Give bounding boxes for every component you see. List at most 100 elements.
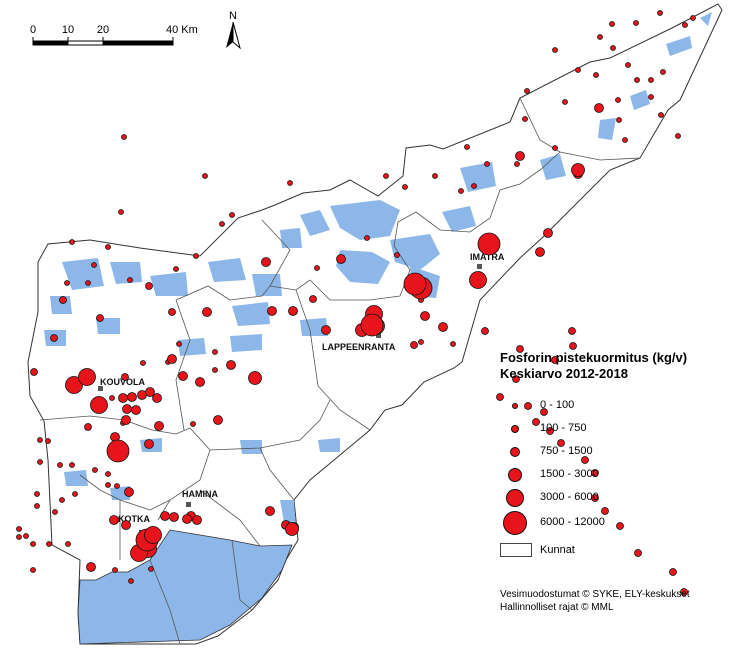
point-source-125 [543, 228, 553, 238]
town-label-imatra: IMATRA [470, 252, 505, 262]
point-source-150 [127, 392, 137, 402]
legend-label: 0 - 100 [540, 399, 575, 411]
point-source-174 [144, 526, 162, 544]
point-source-7 [69, 462, 75, 468]
point-source-31 [212, 349, 218, 355]
point-source-111 [634, 549, 642, 557]
point-source-154 [124, 487, 134, 497]
legend-subtitle: Keskiarvo 2012-2018 [500, 366, 628, 381]
credits: Vesimuodostumat © SYKE, ELY-keskukset Ha… [500, 588, 690, 614]
scale-tick-40: 40 Km [166, 24, 198, 36]
north-label: N [229, 10, 237, 22]
town-label-hamina: HAMINA [182, 489, 218, 499]
legend-municipality-swatch [500, 543, 532, 557]
point-source-123 [438, 322, 448, 332]
point-source-140 [121, 520, 131, 530]
point-source-69 [690, 15, 696, 21]
point-source-83 [69, 239, 75, 245]
legend-label: 750 - 1500 [540, 445, 593, 457]
point-source-152 [145, 387, 155, 397]
point-source-97 [569, 342, 577, 350]
point-source-44 [402, 184, 408, 190]
point-source-74 [658, 112, 664, 118]
legend: Fosforin pistekuormitus (kg/v) Keskiarvo… [500, 350, 730, 557]
point-source-149 [121, 415, 131, 425]
point-source-78 [121, 134, 127, 140]
point-source-1 [37, 437, 43, 443]
point-source-88 [50, 334, 58, 342]
point-source-75 [675, 133, 681, 139]
point-source-141 [109, 515, 119, 525]
legend-class-3000-6000: 3000 - 6000 [500, 488, 730, 508]
sea [77, 529, 293, 645]
point-source-136 [182, 514, 192, 524]
point-source-13 [30, 541, 36, 547]
point-source-26 [140, 360, 146, 366]
point-source-87 [30, 368, 38, 376]
point-source-29 [190, 421, 196, 427]
legend-municipality-label: Kunnat [540, 544, 575, 556]
point-source-130 [152, 393, 162, 403]
point-source-80 [85, 280, 91, 286]
point-source-95 [516, 345, 524, 353]
point-source-30 [212, 367, 218, 373]
point-source-61 [657, 10, 663, 16]
point-source-20 [92, 467, 98, 473]
credit-line: Hallinnolliset rajat © MML [500, 602, 614, 613]
point-source-126 [515, 151, 525, 161]
point-source-116 [261, 257, 271, 267]
point-source-132 [144, 439, 154, 449]
point-source-43 [450, 341, 456, 347]
legend-label: 100 - 750 [540, 422, 587, 434]
point-source-110 [616, 522, 624, 530]
point-source-147 [122, 404, 132, 414]
point-source-117 [202, 307, 212, 317]
legend-title: Fosforin pistekuormitus (kg/v) [500, 350, 688, 365]
point-source-38 [314, 265, 320, 271]
towns: IMATRA LAPPEENRANTA KOUVOLA HAMINA KOTKA [98, 252, 505, 535]
point-source-76 [127, 277, 133, 283]
point-source-34 [219, 221, 225, 227]
point-source-42 [418, 339, 424, 345]
point-source-148 [131, 405, 141, 415]
point-source-129 [178, 371, 188, 381]
point-source-105 [540, 408, 548, 416]
credit-line: Vesimuodostumat © SYKE, ELY-keskukset [500, 589, 690, 600]
point-source-91 [145, 282, 153, 290]
point-source-18 [128, 578, 134, 584]
town-marker-lappeenranta [376, 333, 381, 338]
point-source-172 [477, 232, 501, 256]
point-source-37 [287, 180, 293, 186]
point-source-81 [91, 262, 97, 268]
point-source-170 [360, 313, 384, 337]
point-source-160 [65, 376, 83, 394]
point-source-113 [680, 588, 688, 596]
point-source-4 [37, 459, 43, 465]
point-source-85 [84, 423, 92, 431]
point-source-6 [57, 462, 63, 468]
point-source-89 [96, 314, 104, 322]
legend-label: 6000 - 12000 [540, 516, 605, 528]
scale-tick-0: 0 [30, 24, 36, 36]
legend-class-750-1500: 750 - 1500 [500, 442, 730, 462]
point-source-35 [229, 212, 235, 218]
point-source-2 [34, 503, 40, 509]
point-source-28 [176, 341, 182, 347]
point-source-106 [581, 456, 589, 464]
point-source-22 [105, 482, 111, 488]
point-source-58 [593, 72, 599, 78]
point-source-46 [432, 173, 438, 179]
point-source-72 [648, 77, 654, 83]
point-source-21 [105, 471, 111, 477]
point-source-107 [591, 469, 599, 477]
point-source-138 [160, 511, 170, 521]
point-source-145 [86, 562, 96, 572]
point-source-84 [121, 373, 129, 381]
point-source-146 [118, 393, 128, 403]
point-source-62 [610, 45, 616, 51]
point-source-82 [105, 244, 111, 250]
point-source-71 [660, 69, 666, 75]
legend-class-100-750: 100 - 750 [500, 419, 730, 439]
point-source-139 [169, 512, 179, 522]
legend-label: 1500 - 3000 [540, 468, 599, 480]
